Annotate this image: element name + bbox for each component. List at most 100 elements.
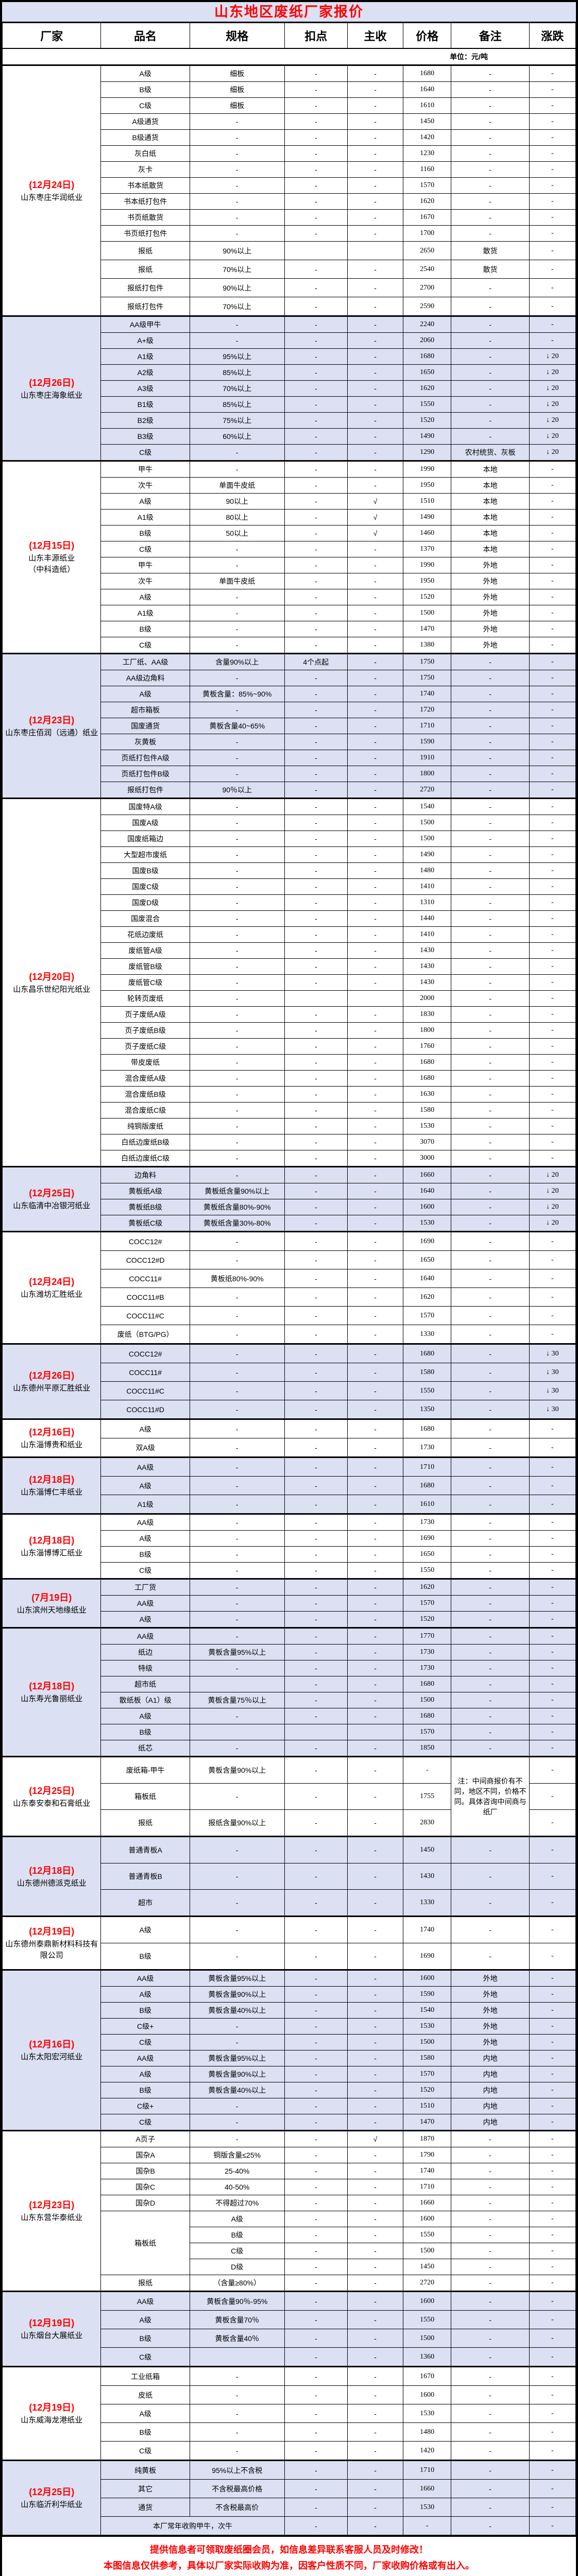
note-cell: - bbox=[451, 1102, 530, 1118]
change-cell: - bbox=[529, 1250, 576, 1269]
spec-cell: 黄板含量95%以上 bbox=[189, 1644, 285, 1660]
price-cell: 1755 bbox=[402, 1783, 452, 1810]
change-cell: - bbox=[529, 2479, 576, 2498]
spec-cell: - bbox=[189, 1595, 285, 1612]
product-cell: 工业纸箱 bbox=[100, 2366, 190, 2386]
factory-cell: (12月18日) 山东寿光鲁丽纸业 bbox=[2, 1627, 101, 1757]
table-row: COCC11#C - - -1550- ↓ 30 bbox=[3, 1381, 576, 1400]
change-cell: - bbox=[529, 2275, 576, 2292]
main-collect-cell: - bbox=[347, 1513, 403, 1531]
product-cell: COCC11# bbox=[100, 1363, 190, 1382]
deduction-cell: - bbox=[284, 1022, 348, 1039]
spec-cell: 40-50% bbox=[189, 2179, 285, 2195]
price-cell: 1500 bbox=[402, 1692, 452, 1708]
change-cell: - bbox=[529, 1611, 576, 1628]
deduction-cell: - bbox=[284, 1644, 348, 1660]
deduction-cell: - bbox=[284, 894, 348, 911]
deduction-cell: - bbox=[284, 1070, 348, 1087]
footer-note: 提供信息者可领取废纸圈会员，如信息差异联系客服人员及时修改！ 本图信息仅供参考，… bbox=[2, 2535, 576, 2576]
spec-cell: - bbox=[189, 225, 285, 242]
price-cell: 1500 bbox=[402, 605, 452, 621]
product-cell: AA级边角料 bbox=[100, 670, 190, 686]
change-cell: - bbox=[529, 1038, 576, 1055]
price-cell: 1510 bbox=[402, 2098, 452, 2114]
note-cell: - bbox=[451, 1006, 530, 1023]
note-cell: 外地 bbox=[451, 589, 530, 605]
spec-cell: - bbox=[189, 815, 285, 831]
spec-cell: B级 bbox=[189, 2227, 285, 2243]
main-collect-cell: - bbox=[347, 444, 403, 461]
main-collect-cell: - bbox=[347, 1708, 403, 1724]
spec-cell: - bbox=[189, 1578, 285, 1596]
table-row: (12月25日) 山东临沂利华纸业 纯黄板 95%以上不含税 - -1710- - bbox=[2, 2460, 576, 2535]
deduction-cell: - bbox=[284, 1306, 348, 1325]
note-cell: - bbox=[451, 1086, 530, 1103]
price-cell: 1550 bbox=[402, 1381, 452, 1400]
spec-cell: - bbox=[189, 846, 285, 863]
spec-cell: 单面牛皮纸 bbox=[189, 573, 285, 589]
main-collect-cell: - bbox=[347, 297, 403, 316]
spec-cell: 75%以上 bbox=[189, 412, 285, 429]
product-cell: 纸芯 bbox=[100, 1740, 190, 1757]
note-cell: - bbox=[451, 1943, 530, 1970]
deduction-cell bbox=[284, 1724, 348, 1740]
spec-cell: 90%以上 bbox=[189, 241, 285, 260]
main-collect-cell: - bbox=[347, 315, 403, 333]
note-cell: - bbox=[451, 1660, 530, 1676]
price-cell: 1530 bbox=[402, 2018, 452, 2035]
deduction-cell: - bbox=[284, 2291, 348, 2311]
product-cell: 超市箱板 bbox=[100, 702, 190, 718]
change-cell: - bbox=[529, 974, 576, 991]
change-cell: - bbox=[529, 1595, 576, 1612]
spec-cell: - bbox=[189, 1381, 285, 1400]
note-cell: - bbox=[451, 1456, 530, 1477]
table-row: (12月18日) 山东淄博仁丰纸业 AA级 - - -1710- - bbox=[2, 1456, 576, 1514]
price-cell: 1660 bbox=[402, 2479, 452, 2498]
note-cell: - bbox=[451, 1836, 530, 1863]
note-cell: - bbox=[451, 209, 530, 226]
product-cell: 废纸管A级 bbox=[100, 942, 190, 959]
factory-name: 山东淄博仁丰纸业 bbox=[21, 1488, 83, 1497]
price-cell: 1990 bbox=[402, 460, 452, 478]
main-collect-cell: - bbox=[347, 1306, 403, 1325]
main-collect-cell: - bbox=[347, 1530, 403, 1547]
change-cell: - bbox=[529, 831, 576, 847]
table-row: (12月18日) 山东寿光鲁丽纸业 AA级 - - -1770- - bbox=[2, 1627, 576, 1757]
main-collect-cell: - bbox=[347, 1595, 403, 1612]
product-cell: B3级 bbox=[100, 428, 190, 445]
main-collect-cell: - bbox=[347, 541, 403, 557]
product-cell: A级 bbox=[100, 1708, 190, 1724]
change-cell: ↓ 20 bbox=[529, 396, 576, 413]
price-cell: 1590 bbox=[402, 1986, 452, 2003]
spec-cell: - bbox=[189, 1086, 285, 1103]
note-cell: 本地 bbox=[451, 541, 530, 557]
deduction-cell: - bbox=[284, 1438, 348, 1458]
change-cell: - bbox=[529, 734, 576, 750]
change-cell: - bbox=[529, 2310, 576, 2329]
main-collect-cell: - bbox=[347, 1676, 403, 1692]
factory-name-sub: （中科造纸） bbox=[28, 565, 75, 574]
spec-cell: - bbox=[189, 2130, 285, 2147]
deduction-cell: - bbox=[284, 621, 348, 637]
product-cell: AA级 bbox=[100, 1627, 190, 1645]
factory-date: (12月25日) bbox=[29, 2487, 75, 2498]
price-cell: 1670 bbox=[402, 2366, 452, 2386]
deduction-cell: - bbox=[284, 2082, 348, 2098]
product-cell: 带皮废纸 bbox=[100, 1054, 190, 1071]
price-cell: 1570 bbox=[402, 1595, 452, 1612]
price-cell: 1550 bbox=[402, 396, 452, 413]
spec-cell: - bbox=[189, 1660, 285, 1676]
product-cell: C级 bbox=[100, 637, 190, 654]
main-collect-cell: - bbox=[347, 2066, 403, 2082]
deduction-cell: - bbox=[284, 1916, 348, 1943]
table-row: (12月23日) 山东枣庄佰润（远通）纸业 工厂纸、AA级 含量90%以上 4个点起 -1… bbox=[2, 653, 576, 799]
spec-cell: 单面牛皮纸 bbox=[189, 477, 285, 494]
price-cell: 1680 bbox=[402, 1070, 452, 1087]
main-collect-cell: - bbox=[347, 2516, 403, 2535]
main-collect-cell: - bbox=[347, 2460, 403, 2480]
deduction-cell: - bbox=[284, 1783, 348, 1810]
price-cell: 1360 bbox=[402, 2347, 452, 2367]
product-cell: A级 bbox=[100, 1611, 190, 1628]
table-row: 国废A级 - - -1500- - bbox=[3, 815, 576, 831]
change-cell: - bbox=[529, 653, 576, 670]
